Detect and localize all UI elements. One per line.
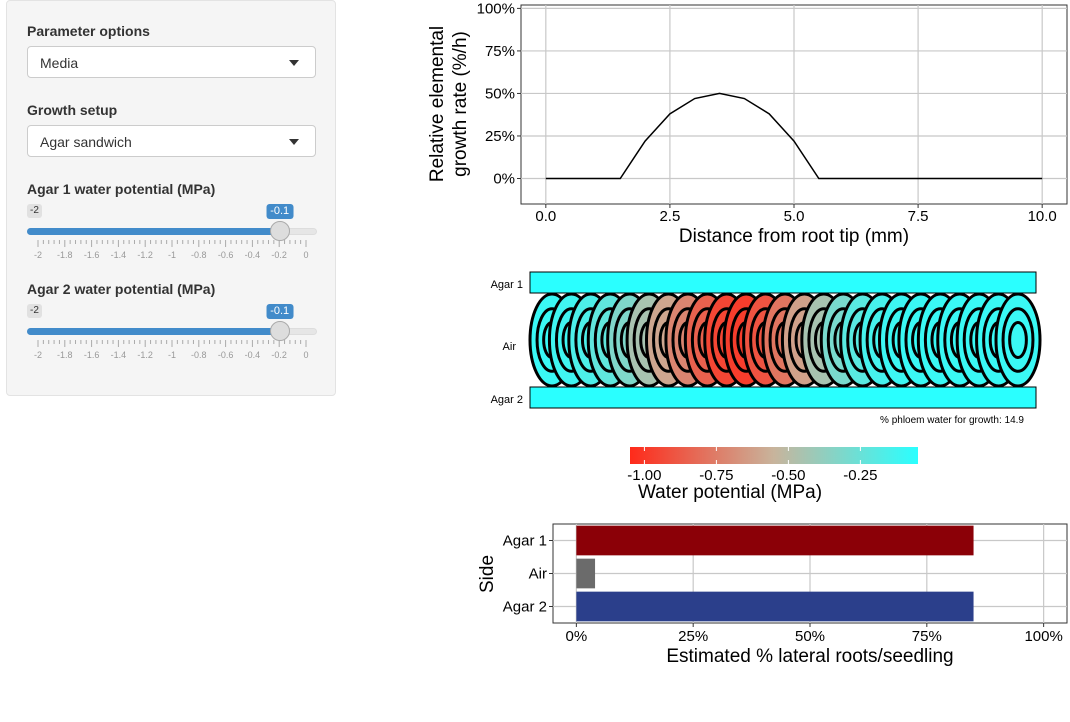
parameter-options-label: Parameter options — [27, 23, 150, 39]
y-tick-label: Air — [529, 566, 547, 583]
y-tick-label: 100% — [477, 0, 515, 17]
slider-value-badge: -0.1 — [266, 304, 294, 319]
agar2-water-potential-slider[interactable]: -2 -0.1 -2 -1.8 -1.6 -1.4 -1.2 -1 -0.8 -0.6 -0.4… — [27, 304, 317, 364]
chevron-down-icon — [289, 60, 299, 66]
slider-tick-label: -1.2 — [137, 250, 153, 260]
x-tick-label: 10.0 — [1028, 208, 1057, 225]
slider-ticks — [37, 340, 307, 347]
agar1-band — [529, 271, 1037, 294]
colorbar-tick-label: -0.25 — [843, 467, 877, 484]
agar2-slider-label: Agar 2 water potential (MPa) — [27, 281, 216, 297]
x-axis-label: Estimated % lateral roots/seedling — [666, 646, 953, 667]
slider-tick-label: -2 — [33, 350, 43, 360]
agar1-water-potential-slider[interactable]: -2 -0.1 -2 -1.8 -1.6 -1.4 -1.2 -1 -0.8 -0.6 -0.4… — [27, 204, 317, 264]
colorbar-tick-label: -0.75 — [699, 467, 733, 484]
x-axis-label: Distance from root tip (mm) — [679, 226, 909, 247]
slider-tick-label: -2 — [33, 250, 43, 260]
growth-setup-label: Growth setup — [27, 102, 118, 118]
slider-tick-label: -1 — [167, 250, 177, 260]
bar — [576, 591, 974, 622]
sidebar-panel: Parameter options Media Growth setup Aga… — [6, 0, 336, 396]
agar2-band — [529, 386, 1037, 409]
slider-tick-label: -0.4 — [244, 350, 261, 360]
row-label-agar2: Agar 2 — [491, 394, 523, 406]
colorbar-tick-label: -0.50 — [771, 467, 805, 484]
x-tick-label: 50% — [795, 628, 825, 645]
growth-setup-value: Agar sandwich — [40, 134, 132, 150]
slider-tick-label: -1.8 — [57, 250, 73, 260]
bar — [576, 558, 596, 589]
slider-tick-label: -1.6 — [83, 250, 100, 260]
y-axis-label: Side — [477, 555, 498, 593]
x-tick-label: 2.5 — [659, 208, 680, 225]
y-tick-label: 25% — [485, 128, 515, 145]
bar — [576, 525, 974, 556]
x-tick-label: 75% — [912, 628, 942, 645]
slider-min-badge: -2 — [27, 304, 42, 318]
x-tick-label: 0.0 — [535, 208, 556, 225]
y-tick-label: Agar 1 — [503, 533, 547, 550]
root-water-potential-diagram: Agar 1 Air Agar 2 % phloem water for gro… — [491, 271, 1042, 503]
slider-tick-label: -0.4 — [244, 250, 261, 260]
x-tick-label: 7.5 — [908, 208, 929, 225]
y-axis-label-line2: growth rate (%/h) — [450, 31, 471, 177]
slider-tick-label: -1.4 — [110, 250, 127, 260]
colorbar-gradient — [630, 447, 918, 464]
parameter-options-value: Media — [40, 55, 79, 71]
y-axis-label-line1: Relative elemental — [427, 26, 448, 182]
slider-tick-label: -0.6 — [217, 350, 234, 360]
slider-tick-label: -1.8 — [57, 350, 73, 360]
x-tick-label: 100% — [1024, 628, 1062, 645]
y-tick-label: 0% — [493, 170, 515, 187]
parameter-options-select[interactable]: Media — [27, 46, 316, 78]
slider-tick-label: -1.6 — [83, 350, 100, 360]
slider-fill — [27, 328, 280, 335]
y-tick-label: Agar 2 — [503, 599, 547, 616]
slider-tick-label: -0.6 — [217, 250, 234, 260]
phloem-annotation: % phloem water for growth: 14.9 — [880, 415, 1024, 426]
slider-ticks — [37, 240, 307, 247]
root-cell — [994, 292, 1042, 388]
colorbar-tick-label: -1.00 — [627, 467, 661, 484]
y-tick-label: 50% — [485, 85, 515, 102]
slider-tick-label: -1.2 — [137, 350, 153, 360]
slider-tick-label: -0.2 — [271, 250, 287, 260]
x-tick-label: 5.0 — [784, 208, 805, 225]
slider-tick-label: -1 — [167, 350, 177, 360]
slider-tick-label: 0 — [303, 350, 309, 360]
x-tick-label: 0% — [566, 628, 588, 645]
slider-fill — [27, 228, 280, 235]
slider-tick-label: -0.8 — [191, 350, 207, 360]
y-tick-label: 75% — [485, 43, 515, 60]
chevron-down-icon — [289, 139, 299, 145]
slider-tick-label: -0.2 — [271, 350, 287, 360]
row-label-agar1: Agar 1 — [491, 279, 523, 291]
slider-tick-label: 0 — [303, 250, 309, 260]
x-tick-label: 25% — [678, 628, 708, 645]
slider-tick-label: -0.8 — [191, 250, 207, 260]
growth-rate-chart: 0.0 2.5 5.0 7.5 10.0 0% 25% 50% 75% 100% Distance… — [427, 0, 1068, 247]
row-label-air: Air — [503, 341, 517, 353]
growth-setup-select[interactable]: Agar sandwich — [27, 125, 316, 157]
agar1-slider-label: Agar 1 water potential (MPa) — [27, 181, 216, 197]
colorbar-label: Water potential (MPa) — [638, 482, 822, 503]
growth-rate-line — [545, 92, 1043, 180]
slider-value-badge: -0.1 — [266, 204, 294, 219]
slider-tick-label: -1.4 — [110, 350, 127, 360]
slider-min-badge: -2 — [27, 204, 42, 218]
lateral-roots-chart: 0% 25% 50% 75% 100% Agar 1 Air Agar 2 Estimated… — [477, 523, 1068, 667]
